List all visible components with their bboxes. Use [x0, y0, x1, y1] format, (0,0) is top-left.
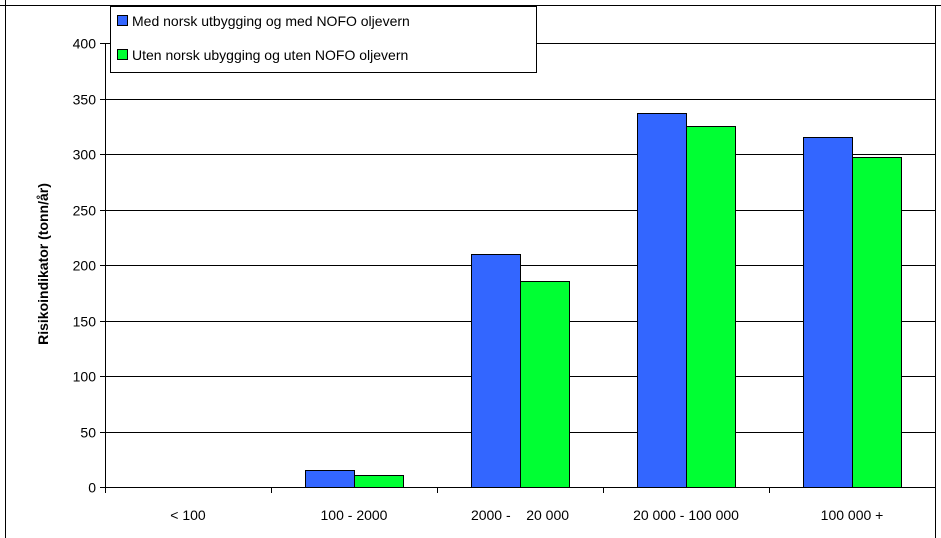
y-tick-label: 350	[73, 92, 97, 108]
y-axis-label: Risikoindikator (tonn/år)	[35, 183, 51, 345]
y-tick-labels: 0 50 100 150 200 250 300 350 400	[73, 36, 97, 496]
legend-swatch-series-1	[117, 15, 128, 26]
x-tick-label: 2000 - 20 000	[471, 507, 569, 523]
y-tick-label: 0	[88, 480, 96, 496]
bar-series-1	[637, 113, 687, 488]
x-tick-label: 100 000 +	[821, 507, 884, 523]
legend-label-series-1: Med norsk utbygging og med NOFO oljevern	[132, 13, 410, 29]
y-tick-label: 300	[73, 147, 97, 163]
bar-series-2	[686, 126, 736, 488]
x-tick-labels: < 100 100 - 2000 2000 - 20 000 20 000 - 100…	[170, 507, 883, 523]
bars	[305, 113, 902, 488]
y-tick-label: 150	[73, 314, 97, 330]
x-tick-label: < 100	[170, 507, 206, 523]
legend-swatch-series-2	[117, 49, 128, 60]
y-tick-label: 200	[73, 258, 97, 274]
bar-series-2	[354, 475, 404, 488]
y-tick-label: 100	[73, 369, 97, 385]
legend: Med norsk utbygging og med NOFO oljevern…	[110, 6, 537, 73]
x-tick-label: 20 000 - 100 000	[633, 507, 739, 523]
bar-series-1	[305, 470, 355, 488]
bar-series-1	[471, 254, 521, 488]
bar-series-2	[852, 157, 902, 488]
bar-series-2	[520, 281, 570, 488]
axes	[105, 43, 936, 493]
bar-series-1	[803, 137, 853, 488]
legend-label-series-2: Uten norsk ubygging og uten NOFO oljever…	[132, 47, 408, 63]
x-tick-label: 100 - 2000	[321, 507, 388, 523]
legend-box	[110, 6, 537, 73]
y-tick-label: 50	[80, 425, 96, 441]
y-tick-label: 250	[73, 203, 97, 219]
y-tick-label: 400	[73, 36, 97, 52]
